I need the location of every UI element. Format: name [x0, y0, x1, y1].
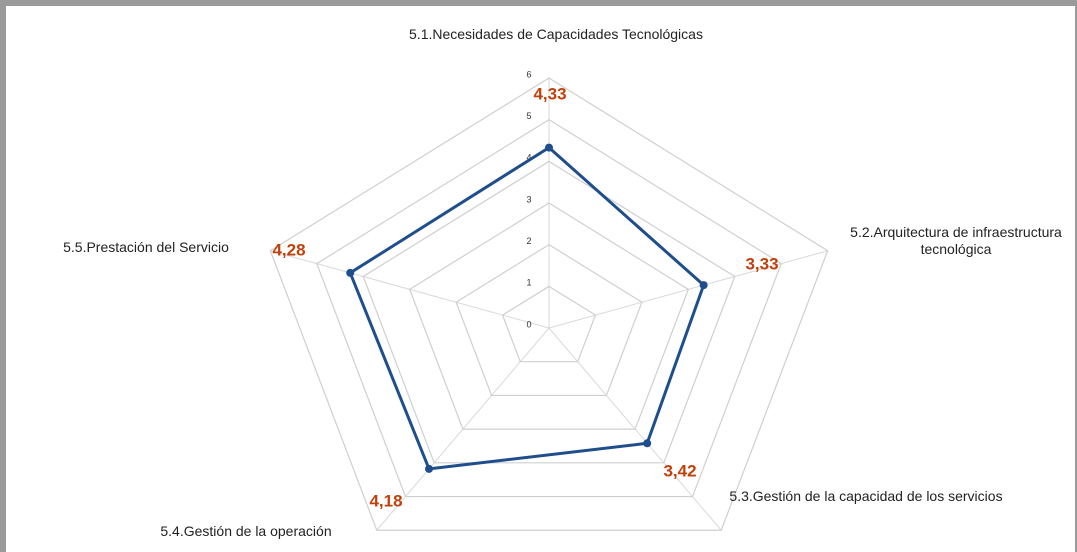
series-line: [348, 145, 706, 471]
grid-line: [362, 160, 736, 464]
data-point: [643, 439, 652, 448]
value-label: 3,33: [745, 254, 778, 273]
category-label: 5.5.Prestación del Servicio: [63, 239, 229, 255]
grid-line: [455, 243, 643, 397]
value-label: 4,33: [533, 84, 566, 103]
grid-line: [408, 202, 690, 430]
value-label: 3,42: [663, 461, 696, 480]
tick-label: 0: [526, 319, 531, 329]
data-point: [346, 268, 355, 277]
category-label: 5.1.Necesidades de Capacidades Tecnológi…: [409, 26, 703, 42]
tick-label: 5: [526, 111, 531, 121]
category-label: 5.2.Arquitectura de infraestructura tecn…: [850, 224, 1062, 257]
tick-label: 2: [526, 236, 531, 246]
tick-label: 1: [526, 278, 531, 288]
data-point: [545, 143, 553, 152]
tick-label: 4: [526, 153, 531, 163]
grid-line: [269, 77, 829, 531]
grid-line: [316, 118, 782, 498]
data-point: [699, 281, 708, 290]
data-point: [425, 464, 434, 473]
tick-label: 3: [526, 194, 531, 204]
grid-line: [501, 285, 597, 363]
category-label: 5.4.Gestión de la operación: [160, 523, 332, 539]
value-label: 4,28: [272, 240, 305, 259]
tick-label: 6: [526, 69, 531, 79]
category-label: 5.3.Gestión de la capacidad de los servi…: [729, 488, 1003, 504]
value-label: 4,18: [369, 491, 402, 510]
